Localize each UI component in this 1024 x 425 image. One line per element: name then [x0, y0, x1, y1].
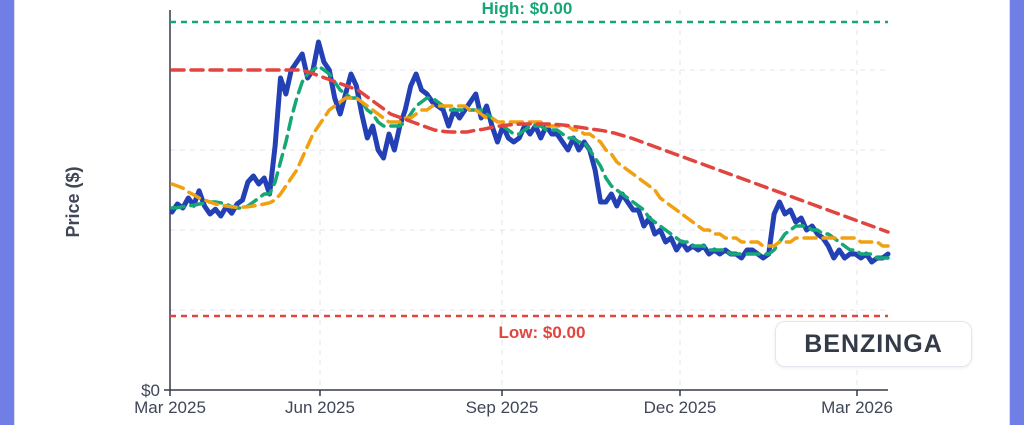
x-tick-label: Jun 2025: [285, 398, 355, 417]
series-line-50-day-average: [170, 96, 890, 248]
x-tick-label: Mar 2026: [821, 398, 893, 417]
high-label: High: $0.00: [482, 0, 573, 18]
x-tick-label: Sep 2025: [466, 398, 539, 417]
series-line-price: [169, 39, 891, 265]
x-tick-label: Dec 2025: [644, 398, 717, 417]
benzinga-watermark: BENZINGA: [775, 321, 972, 367]
series-group: [169, 39, 891, 265]
x-tick-label: Mar 2025: [134, 398, 206, 417]
price-chart: High: $0.00 Low: $0.00 Mar 2025 Jun 2025 Se…: [134, 0, 893, 417]
chart-frame: High: $0.00 Low: $0.00 Mar 2025 Jun 2025 Se…: [14, 0, 1010, 425]
gridlines: [170, 10, 888, 390]
y-tick-label: $0: [141, 381, 160, 400]
y-axis-label: Price ($): [63, 166, 83, 238]
axis-labels: Mar 2025 Jun 2025 Sep 2025 Dec 2025 Mar 2026…: [134, 381, 893, 417]
axes: [164, 10, 888, 396]
reference-lines: High: $0.00 Low: $0.00: [170, 0, 888, 342]
series-line-20-day-average: [170, 64, 890, 260]
series-line-200-day-average: [170, 68, 890, 234]
low-label: Low: $0.00: [499, 323, 586, 342]
